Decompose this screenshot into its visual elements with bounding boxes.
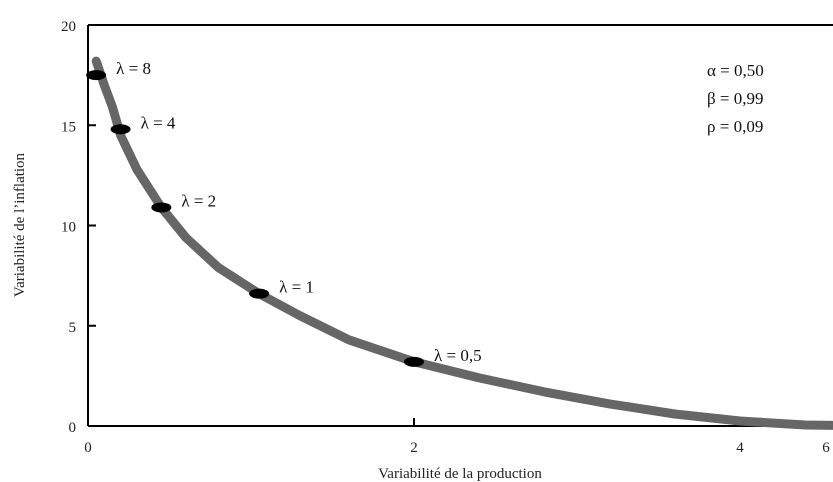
annotation-beta: β = 0,99 (707, 89, 764, 108)
x-ticks: 0 2 4 6 (84, 418, 830, 456)
x-tick-label: 6 (822, 440, 830, 456)
lambda-point-label: λ = 0,5 (434, 346, 482, 365)
x-tick-label: 2 (410, 440, 418, 456)
points: λ = 8λ = 4λ = 2λ = 1λ = 0,5λ = 0 (86, 59, 482, 367)
annotation-rho: ρ = 0,09 (707, 117, 763, 136)
y-tick-label: 5 (69, 320, 77, 336)
y-tick-label: 0 (69, 420, 77, 436)
lambda-point-label: λ = 4 (141, 113, 176, 132)
lambda-point-marker (110, 124, 131, 135)
y-tick-label: 10 (61, 220, 76, 236)
lambda-point-marker (86, 70, 107, 81)
y-tick-label: 20 (61, 19, 76, 35)
annotation-alpha: α = 0,50 (707, 61, 764, 80)
lambda-point-marker (151, 202, 172, 213)
x-axis-title: Variabilité de la production (378, 466, 542, 482)
lambda-point-label: λ = 2 (181, 191, 216, 210)
x-tick-label: 4 (736, 440, 744, 456)
parameter-annotations: α = 0,50 β = 0,99 ρ = 0,09 (707, 61, 764, 136)
y-tick-label: 15 (61, 119, 76, 135)
lambda-point-label: λ = 1 (279, 278, 314, 297)
y-ticks: 0 5 10 15 20 (61, 19, 96, 436)
lambda-point-label: λ = 8 (116, 59, 151, 78)
x-tick-label: 0 (84, 440, 92, 456)
axes (87, 24, 833, 427)
lambda-point-marker (404, 356, 424, 367)
series-line (91, 56, 833, 430)
y-axis-title: Variabilité de l’inflation (12, 152, 28, 297)
lambda-point-marker (249, 288, 270, 299)
